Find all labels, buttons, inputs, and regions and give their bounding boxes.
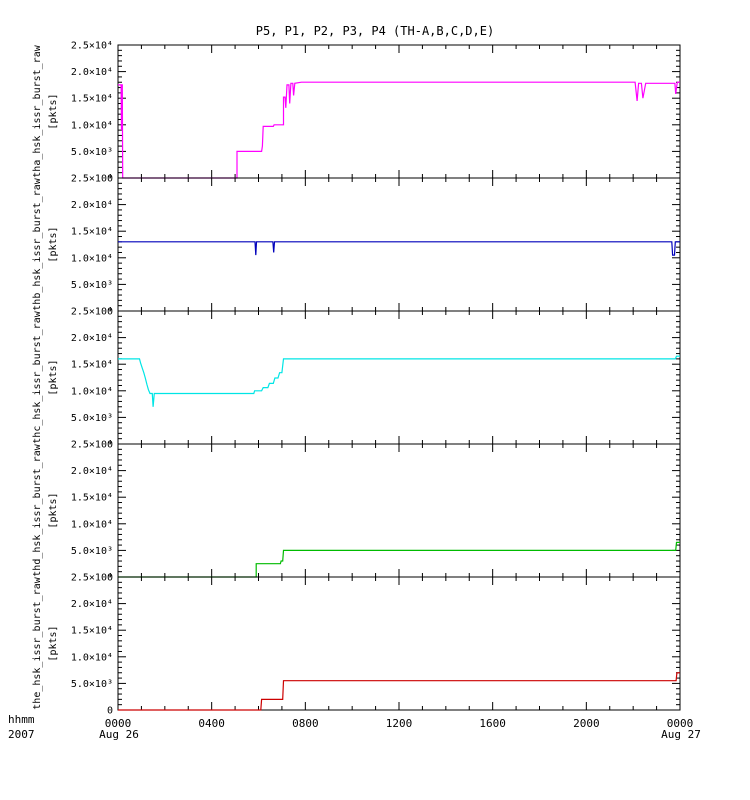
x-tick-label: 0400 xyxy=(198,717,225,730)
y-tick-label: 2.5×10⁴ xyxy=(71,41,113,52)
x-tick-label: 0000 xyxy=(105,717,132,730)
x-tick-label: 1200 xyxy=(386,717,413,730)
y-tick-label: 1.0×10⁴ xyxy=(71,253,113,264)
y-tick-label: 2.5×10⁴ xyxy=(71,573,113,584)
ylabel-thd_hsk_issr_burst_raw: thd_hsk_issr_burst_raw xyxy=(32,443,43,576)
y-tick-label: 1.0×10⁴ xyxy=(71,519,113,530)
y-tick-label: 5.0×10³ xyxy=(71,147,113,158)
y-tick-label: 2.0×10⁴ xyxy=(71,333,113,344)
y-tick-label: 5.0×10³ xyxy=(71,546,113,557)
series-thd_hsk_issr_burst_raw xyxy=(118,541,680,578)
ylabel-units-thb_hsk_issr_burst_raw: [pkts] xyxy=(48,226,59,262)
series-thb_hsk_issr_burst_raw xyxy=(118,241,680,256)
x-tick-label: 0000 xyxy=(667,717,694,730)
y-tick-label: 0 xyxy=(107,307,113,318)
y-tick-label: 2.5×10⁴ xyxy=(71,440,113,451)
x-axis-year-label: 2007 xyxy=(8,728,35,741)
y-tick-label: 0 xyxy=(107,706,113,717)
y-tick-label: 2.0×10⁴ xyxy=(71,200,113,211)
ylabel-units-thc_hsk_issr_burst_raw: [pkts] xyxy=(48,359,59,395)
ylabel-tha_hsk_issr_burst_raw: tha_hsk_issr_burst_raw xyxy=(32,44,43,177)
panel-the_hsk_issr_burst_raw: 0 5.0×10³ 1.0×10⁴ 1.5×10⁴ 2.0×10⁴ 2.5×10⁴ the_… xyxy=(32,573,681,717)
ylabel-the_hsk_issr_burst_raw: the_hsk_issr_burst_raw xyxy=(32,576,43,709)
panel-thb_hsk_issr_burst_raw: 0 5.0×10³ 1.0×10⁴ 1.5×10⁴ 2.0×10⁴ 2.5×10⁴ thb_… xyxy=(32,174,681,318)
panel-frame xyxy=(117,177,681,312)
series-tha_hsk_issr_burst_raw xyxy=(118,81,680,179)
panel-thd_hsk_issr_burst_raw: 0 5.0×10³ 1.0×10⁴ 1.5×10⁴ 2.0×10⁴ 2.5×10⁴ thd_… xyxy=(32,440,681,584)
y-tick-label: 1.0×10⁴ xyxy=(71,652,113,663)
y-tick-label: 0 xyxy=(107,573,113,584)
series-thc_hsk_issr_burst_raw xyxy=(118,355,680,407)
x-axis-start-date: Aug 26 xyxy=(99,728,139,741)
ylabel-units-thd_hsk_issr_burst_raw: [pkts] xyxy=(48,492,59,528)
panel-frame xyxy=(117,443,681,578)
panel-thc_hsk_issr_burst_raw: 0 5.0×10³ 1.0×10⁴ 1.5×10⁴ 2.0×10⁴ 2.5×10⁴ thc_… xyxy=(32,307,681,451)
y-tick-label: 1.5×10⁴ xyxy=(71,360,113,371)
ylabel-thc_hsk_issr_burst_raw: thc_hsk_issr_burst_raw xyxy=(32,310,43,443)
ylabel-units-tha_hsk_issr_burst_raw: [pkts] xyxy=(48,93,59,129)
x-tick-label: 0800 xyxy=(292,717,319,730)
chart-title: P5, P1, P2, P3, P4 (TH-A,B,C,D,E) xyxy=(255,24,495,38)
ylabel-thb_hsk_issr_burst_raw: thb_hsk_issr_burst_raw xyxy=(32,177,43,310)
y-tick-label: 1.5×10⁴ xyxy=(71,626,113,637)
y-tick-label: 5.0×10³ xyxy=(71,413,113,424)
y-tick-label: 2.5×10⁴ xyxy=(71,307,113,318)
ylabel-units-the_hsk_issr_burst_raw: [pkts] xyxy=(48,625,59,661)
y-tick-label: 0 xyxy=(107,440,113,451)
panel-frame xyxy=(117,576,681,711)
y-tick-label: 2.5×10⁴ xyxy=(71,174,113,185)
x-axis-end-date: Aug 27 xyxy=(661,728,701,741)
y-tick-label: 1.0×10⁴ xyxy=(71,386,113,397)
x-tick-label: 2000 xyxy=(573,717,600,730)
x-tick-label: 1600 xyxy=(479,717,506,730)
y-tick-label: 5.0×10³ xyxy=(71,280,113,291)
y-tick-label: 2.0×10⁴ xyxy=(71,466,113,477)
y-tick-label: 2.0×10⁴ xyxy=(71,67,113,78)
y-tick-label: 1.5×10⁴ xyxy=(71,94,113,105)
y-tick-label: 2.0×10⁴ xyxy=(71,599,113,610)
y-tick-label: 1.5×10⁴ xyxy=(71,227,113,238)
series-the_hsk_issr_burst_raw xyxy=(118,672,680,711)
y-tick-label: 1.0×10⁴ xyxy=(71,120,113,131)
y-tick-label: 0 xyxy=(107,174,113,185)
panel-frame xyxy=(117,310,681,445)
x-axis-format-label: hhmm xyxy=(8,713,35,726)
y-tick-label: 1.5×10⁴ xyxy=(71,493,113,504)
y-tick-label: 5.0×10³ xyxy=(71,679,113,690)
panel-tha_hsk_issr_burst_raw: 0 5.0×10³ 1.0×10⁴ 1.5×10⁴ 2.0×10⁴ 2.5×10⁴ tha_… xyxy=(32,41,681,185)
panel-frame xyxy=(117,44,681,179)
